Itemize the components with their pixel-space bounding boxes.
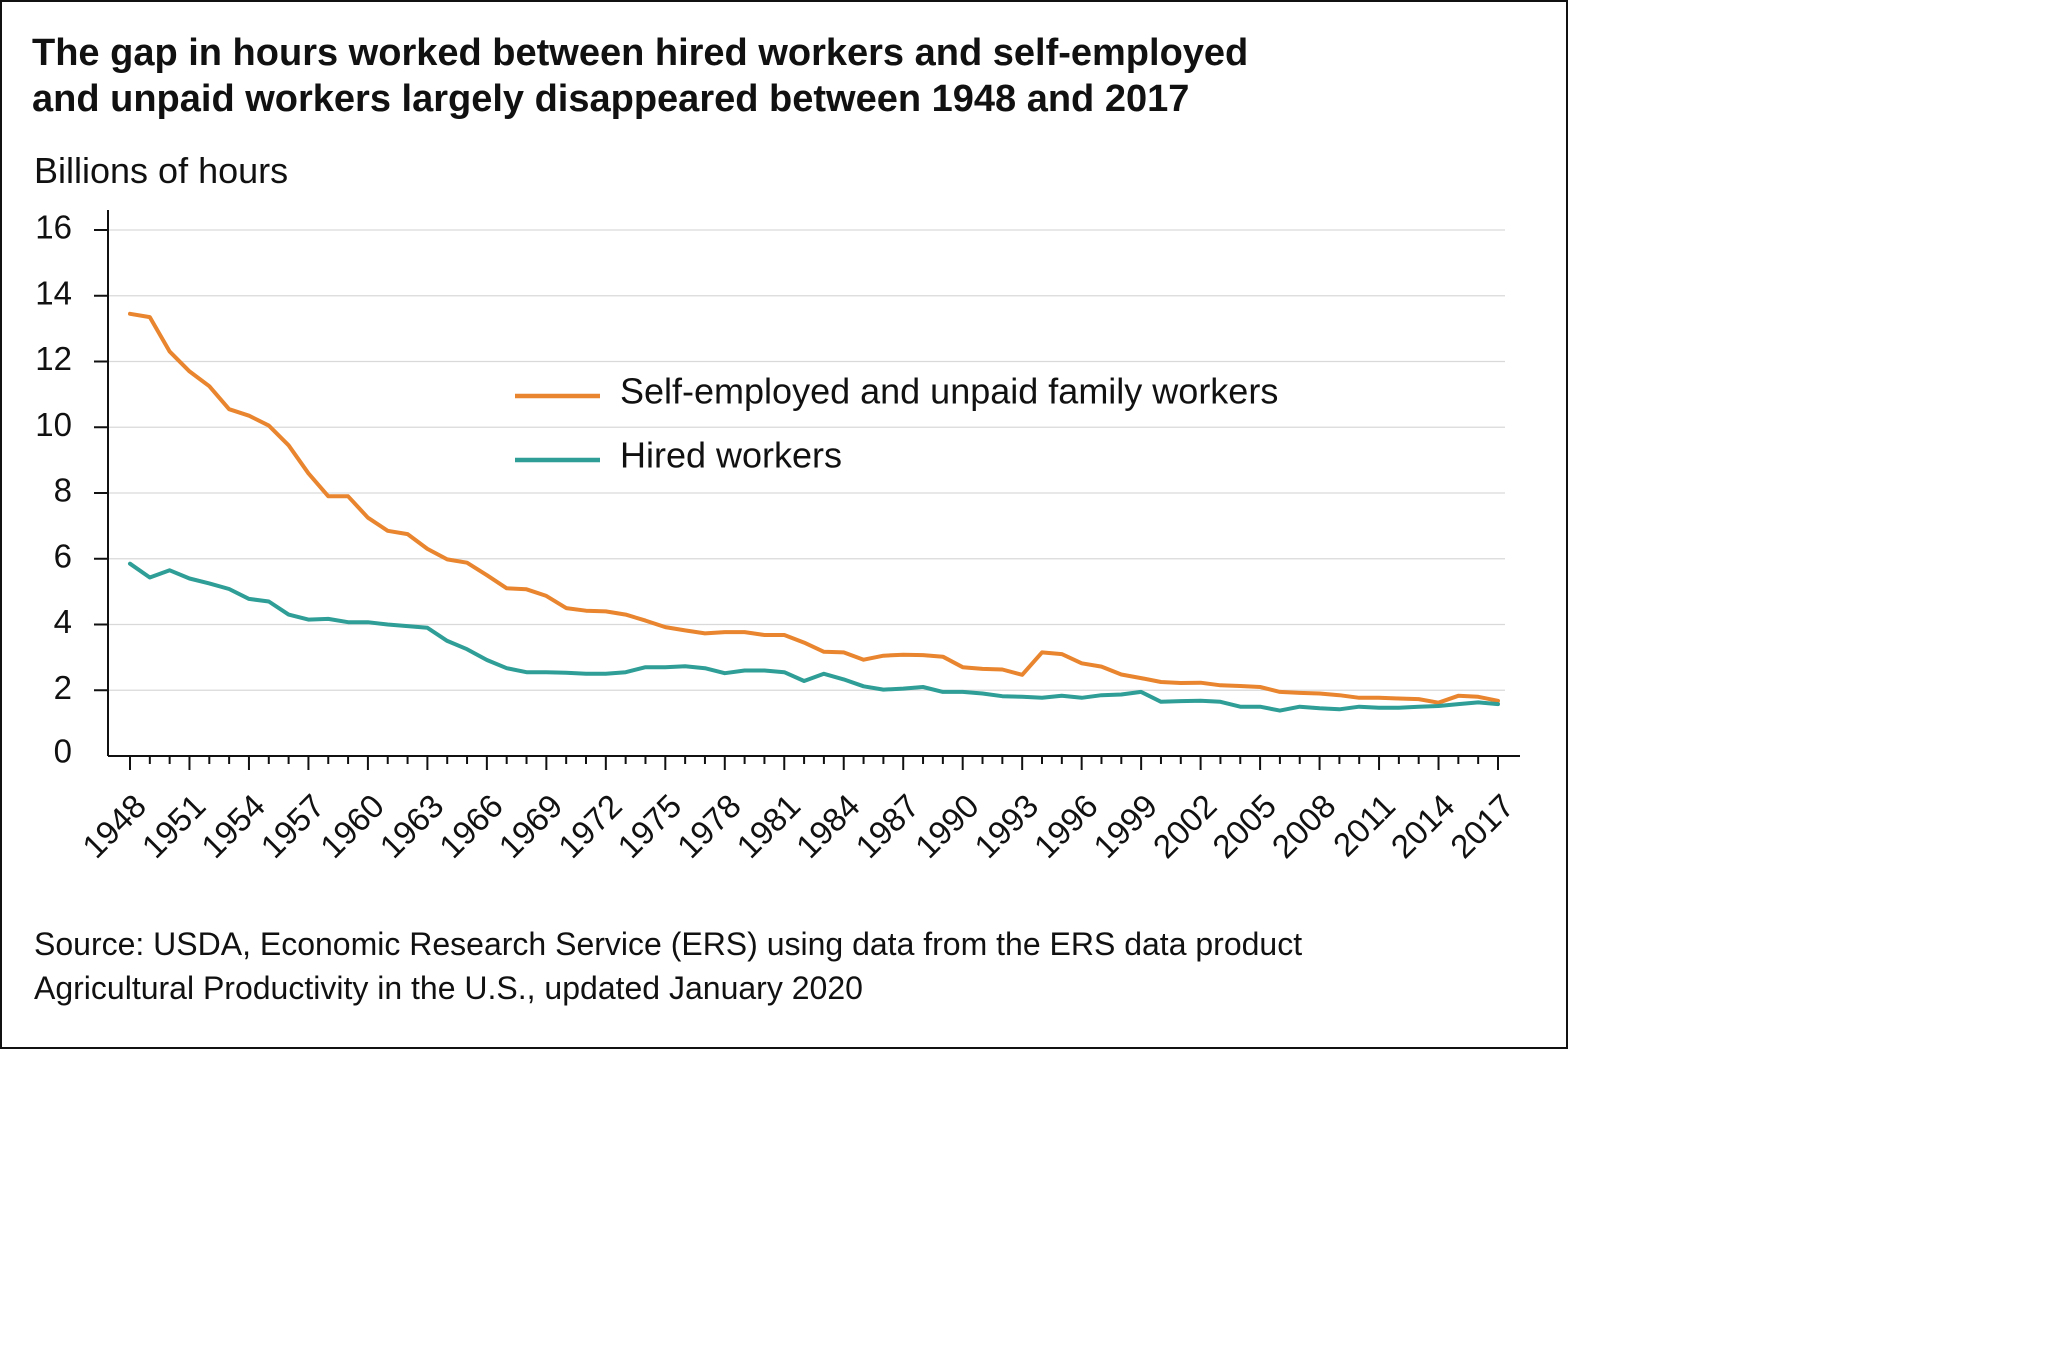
chart-title-line-2: and unpaid workers largely disappeared b… [32, 78, 1190, 120]
x-tick-label: 1990 [908, 787, 986, 865]
source-line-2: Agricultural Productivity in the U.S., u… [34, 970, 863, 1006]
x-tick-label: 1984 [789, 787, 867, 865]
y-tick-label: 14 [35, 274, 72, 311]
y-tick-label: 2 [54, 669, 72, 706]
x-tick-label: 1957 [253, 787, 331, 865]
x-tick-label: 1966 [432, 787, 510, 865]
y-tick-label: 6 [54, 537, 72, 574]
x-tick-label: 1975 [610, 787, 688, 865]
x-tick-label: 1999 [1086, 787, 1164, 865]
x-tick-label: 1948 [75, 787, 153, 865]
series-line-self-employed [128, 311, 1500, 705]
x-tick-label: 1963 [372, 787, 450, 865]
y-tick-label: 10 [35, 406, 72, 443]
x-tick-label: 1981 [729, 787, 807, 865]
x-tick-label: 1972 [551, 787, 629, 865]
legend-label-hired: Hired workers [620, 435, 842, 476]
source-line-1: Source: USDA, Economic Research Service … [34, 926, 1303, 962]
y-tick-label: 4 [54, 603, 72, 640]
x-tick-label: 2011 [1326, 787, 1402, 863]
x-tick-label: 2008 [1265, 787, 1343, 865]
line-chart: 0246810121416194819511954195719601963196… [35, 209, 1521, 865]
x-tick-label: 1951 [135, 787, 213, 865]
legend-label-self-employed: Self-employed and unpaid family workers [620, 371, 1278, 412]
x-tick-label: 1969 [491, 787, 569, 865]
x-tick-label: 2002 [1146, 787, 1224, 865]
x-tick-label: 1996 [1027, 787, 1105, 865]
x-tick-label: 1954 [194, 787, 272, 865]
y-tick-label: 12 [35, 340, 72, 377]
y-tick-label: 8 [54, 472, 72, 509]
x-tick-label: 2017 [1443, 787, 1521, 865]
x-tick-label: 2005 [1205, 787, 1283, 865]
x-tick-label: 1960 [313, 787, 391, 865]
source-note: Source: USDA, Economic Research Service … [34, 922, 1534, 1010]
chart-title-line-1: The gap in hours worked between hired wo… [32, 32, 1249, 74]
y-axis-label: Billions of hours [34, 150, 289, 191]
y-tick-label: 16 [35, 209, 72, 246]
x-tick-label: 2014 [1384, 787, 1462, 865]
x-tick-label: 1978 [670, 787, 748, 865]
x-tick-label: 1987 [848, 787, 926, 865]
chart-frame [0, 0, 1568, 1049]
chart-title: The gap in hours worked between hired wo… [32, 30, 1532, 122]
y-tick-label: 0 [54, 733, 72, 770]
series-line-hired [128, 561, 1500, 713]
x-tick-label: 1993 [967, 787, 1045, 865]
